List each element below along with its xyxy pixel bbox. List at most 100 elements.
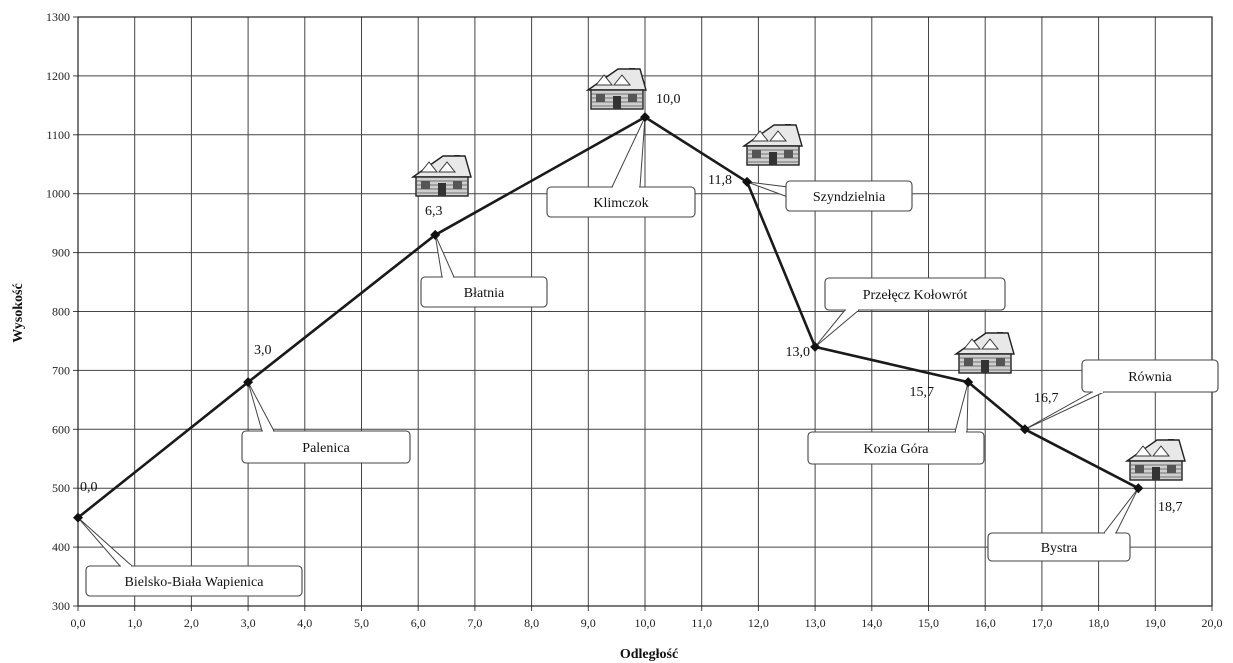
distance-label: 13,0	[786, 345, 811, 360]
callout-box	[420, 276, 548, 308]
callout-place-name: Błatnia	[464, 286, 505, 301]
hut-dormer	[962, 338, 982, 350]
y-tick-label: 1100	[46, 128, 70, 142]
callout-box	[807, 431, 985, 465]
hut-dormer	[594, 74, 614, 86]
hut-icons	[410, 68, 1186, 481]
callout-place-name: Bystra	[1041, 541, 1078, 556]
distance-label: 3,0	[254, 343, 272, 358]
hut-dormer	[768, 130, 788, 142]
callout-box	[85, 565, 303, 597]
hut-door	[981, 360, 989, 373]
distance-label: 6,3	[425, 204, 443, 219]
y-axis-label: Wysokość	[11, 283, 26, 342]
callout-leader	[434, 234, 455, 278]
hut-window	[453, 181, 462, 189]
callout-place-name: Przełęcz Kołowrót	[863, 288, 968, 303]
y-tick-label: 1300	[46, 10, 70, 24]
x-tick-label: 11,0	[691, 616, 712, 630]
hut-door	[769, 152, 777, 165]
hut-window	[628, 94, 637, 102]
hut-window	[1135, 465, 1144, 473]
x-axis-label: Odległość	[620, 647, 678, 662]
y-tick-label: 900	[52, 246, 70, 260]
plot-border	[77, 16, 1213, 607]
hut-icon	[953, 332, 1015, 374]
data-point-marker	[73, 512, 83, 523]
callout-leader	[1102, 487, 1139, 534]
distance-labels: 0,0 3,0 6,3 10,0 11,8 13,0 15,7 16,7 18,7	[80, 92, 1183, 515]
callout-box	[1081, 359, 1219, 393]
callout-place-name: Równia	[1128, 370, 1172, 385]
x-tick-label: 5,0	[354, 616, 369, 630]
hut-dormer	[980, 338, 1000, 350]
x-tick-label: 3,0	[241, 616, 256, 630]
route-series	[73, 112, 1144, 523]
y-tick-label: 400	[52, 540, 70, 554]
callout-place-name: Klimczok	[593, 196, 648, 211]
callout-box	[785, 180, 913, 212]
y-tick-label: 800	[52, 305, 70, 319]
hut-door	[613, 96, 621, 109]
y-tick-label: 700	[52, 363, 70, 377]
x-tick-label: 16,0	[975, 616, 996, 630]
x-tick-label: 12,0	[748, 616, 769, 630]
distance-label: 18,7	[1158, 500, 1183, 515]
callout-box	[987, 532, 1131, 562]
x-tick-label: 18,0	[1088, 616, 1109, 630]
hut-dormer	[1133, 445, 1153, 457]
x-tick-label: 7,0	[467, 616, 482, 630]
hut-window	[596, 94, 605, 102]
x-tick-label: 19,0	[1145, 616, 1166, 630]
x-tick-label: 13,0	[805, 616, 826, 630]
y-tick-label: 1200	[46, 69, 70, 83]
x-tick-label: 17,0	[1031, 616, 1052, 630]
hut-dormer	[419, 161, 439, 173]
callout-leader	[814, 309, 861, 348]
data-point-marker	[742, 176, 753, 187]
callout-place-name: Kozia Góra	[864, 442, 930, 457]
y-tick-label: 1000	[46, 187, 70, 201]
hut-roof	[1124, 439, 1186, 462]
hut-window	[964, 358, 973, 366]
data-point-marker	[430, 229, 441, 240]
callout-box	[241, 430, 411, 464]
hut-window	[996, 358, 1005, 366]
tick-labels: 0,0 1,0 2,0 3,0 4,0 5,0 6,0 7,0 8,0 9,0 10,0 11,0 12…	[46, 10, 1223, 630]
x-tick-label: 1,0	[127, 616, 142, 630]
hut-window	[752, 150, 761, 158]
hut-dormer	[612, 74, 632, 86]
hut-dormer	[437, 161, 457, 173]
x-tick-label: 20,0	[1202, 616, 1223, 630]
y-tick-label: 500	[52, 481, 70, 495]
data-point-marker	[1133, 483, 1144, 494]
x-tick-label: 9,0	[581, 616, 596, 630]
x-tick-label: 14,0	[861, 616, 882, 630]
distance-label: 11,8	[708, 173, 732, 188]
y-tick-label: 600	[52, 422, 70, 436]
callout-place-name: Bielsko-Biała Wapienica	[125, 575, 265, 590]
hut-window	[421, 181, 430, 189]
hut-window	[784, 150, 793, 158]
distance-label: 10,0	[656, 92, 681, 107]
hut-icon	[1124, 439, 1186, 481]
data-point-marker	[243, 377, 254, 388]
distance-label: 0,0	[80, 480, 98, 495]
hut-icon	[585, 68, 647, 110]
data-point-marker	[640, 112, 650, 123]
data-point-marker	[810, 341, 821, 352]
hut-dormer	[750, 130, 770, 142]
hut-window	[1167, 465, 1176, 473]
x-tick-label: 10,0	[635, 616, 656, 630]
callout-leader	[247, 381, 275, 432]
callout-place-name: Szyndzielnia	[813, 190, 886, 205]
hut-door	[438, 183, 446, 196]
y-tick-label: 300	[52, 599, 70, 613]
distance-label: 15,7	[910, 385, 935, 400]
distance-label: 16,7	[1034, 391, 1059, 406]
hut-roof	[585, 68, 647, 91]
x-tick-label: 6,0	[411, 616, 426, 630]
place-callouts: Bielsko-Biała Wapienica Palenica Błatnia Kl…	[85, 180, 1219, 597]
x-tick-label: 8,0	[524, 616, 539, 630]
